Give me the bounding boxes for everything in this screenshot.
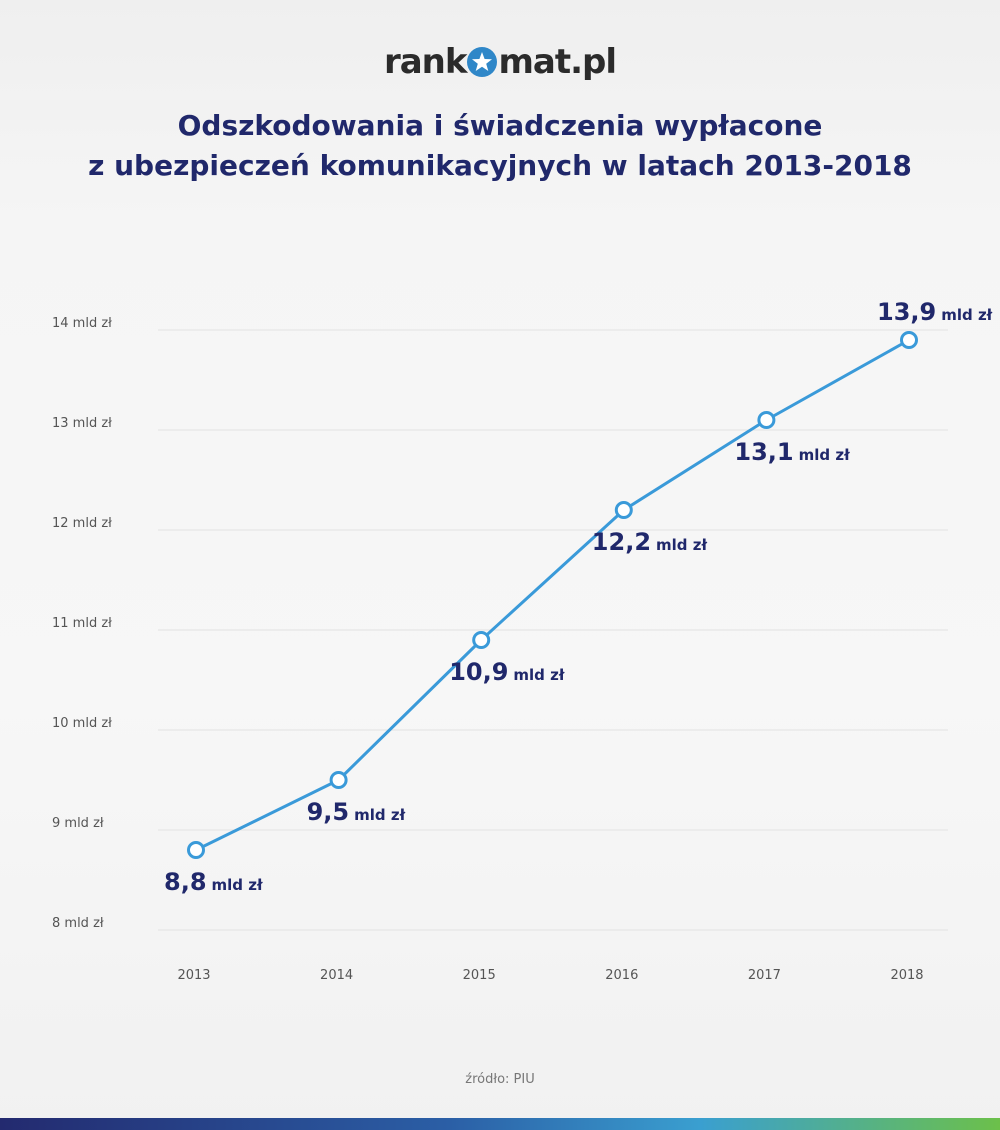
data-label: 8,8 mld zł [164,868,263,896]
bottom-gradient-bar [0,1118,1000,1130]
chart-title: Odszkodowania i świadczenia wypłacone z … [0,106,1000,186]
data-point [472,631,491,649]
data-point [614,501,633,519]
data-label: 13,1 mld zł [734,438,850,466]
y-tick-label: 14 mld zł [52,316,112,331]
data-label: 10,9 mld zł [449,658,565,686]
data-point [329,771,348,789]
x-tick-label: 2017 [748,968,781,983]
x-tick-label: 2014 [320,968,353,983]
y-tick-label: 9 mld zł [52,816,104,831]
x-tick-label: 2018 [890,968,923,983]
data-label: 13,9 mld zł [877,298,993,326]
logo-text-part2: mat.pl [498,42,617,82]
chart-title-line1: Odszkodowania i świadczenia wypłacone [177,109,823,142]
source-note: źródło: PIU [465,1072,535,1087]
star-icon [467,47,498,77]
brand-logo: rank mat.pl [0,42,1000,82]
x-tick-label: 2015 [463,968,496,983]
y-tick-label: 13 mld zł [52,416,112,431]
data-label: 12,2 mld zł [592,528,708,556]
series-line [195,338,910,852]
data-label: 9,5 mld zł [307,798,406,826]
y-tick-label: 12 mld zł [52,516,112,531]
chart-title-line2: z ubezpieczeń komunikacyjnych w latach 2… [88,149,912,182]
x-tick-label: 2016 [605,968,638,983]
y-tick-label: 8 mld zł [52,916,104,931]
y-tick-label: 10 mld zł [52,716,112,731]
data-point [757,411,776,429]
data-point [900,331,918,349]
logo-text-part1: rank [383,42,468,82]
y-tick-label: 11 mld zł [52,616,112,631]
x-tick-label: 2013 [177,968,210,983]
data-point [187,841,205,859]
